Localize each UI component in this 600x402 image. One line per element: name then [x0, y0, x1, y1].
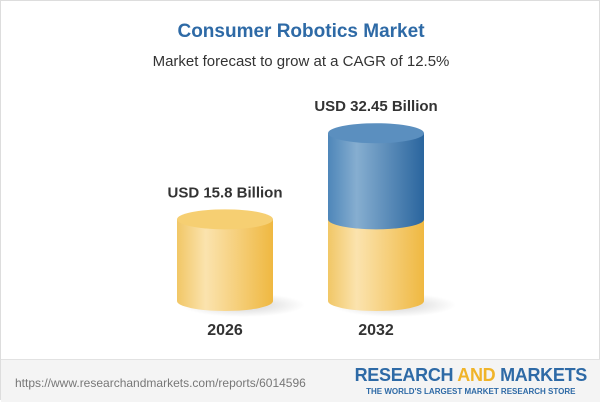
bar-2032-base [328, 219, 424, 311]
chart-title: Consumer Robotics Market [177, 21, 425, 42]
data-label: USD 32.45 Billion [314, 98, 437, 115]
bar-2032-growth [328, 133, 424, 230]
research-and-markets-logo: RESEARCH AND MARKETS THE WORLD'S LARGEST… [354, 365, 588, 396]
data-label: USD 15.8 Billion [167, 184, 282, 201]
chart-area: USD 15.8 Billion 2026 USD 32.45 Billion 203… [167, 98, 456, 339]
bar-2032-growth-top [328, 123, 424, 144]
bar-2026 [177, 219, 273, 311]
category-label: 2032 [358, 322, 394, 339]
footer: https://www.researchandmarkets.com/repor… [1, 359, 600, 402]
chart-subtitle: Market forecast to grow at a CAGR of 12.… [152, 53, 450, 70]
bar-2026-top [177, 209, 273, 230]
category-label: 2026 [207, 322, 243, 339]
report-url[interactable]: https://www.researchandmarkets.com/repor… [15, 376, 306, 390]
